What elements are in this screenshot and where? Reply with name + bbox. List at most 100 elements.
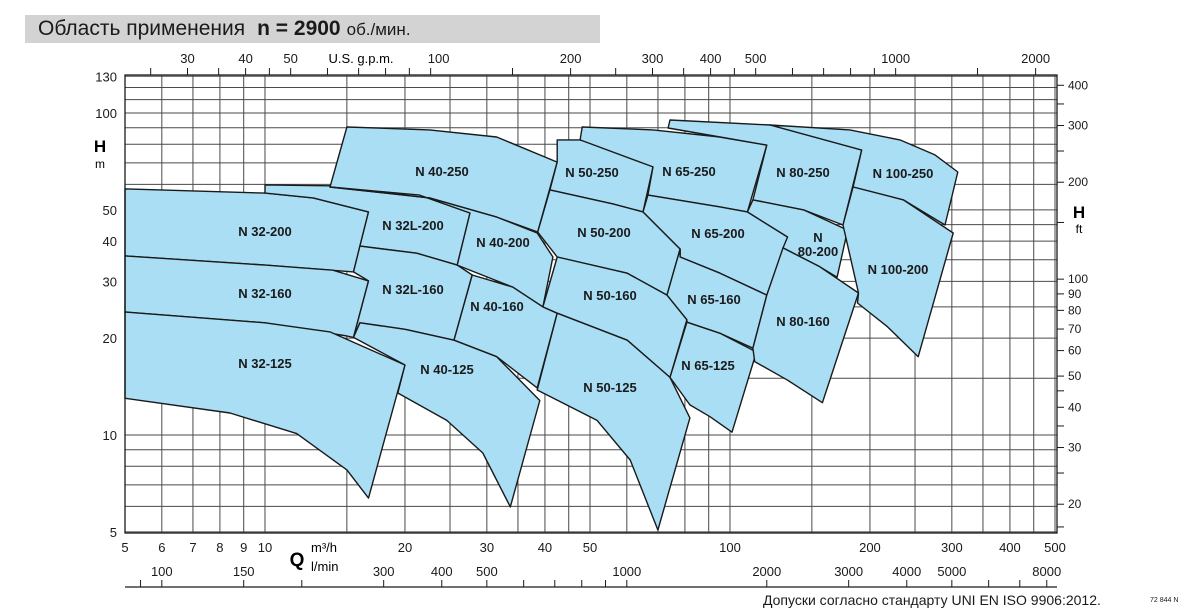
- x-axis-unit-m3h: m³/h: [311, 540, 337, 555]
- y-tick-label-m: 10: [103, 428, 117, 443]
- x-tick-label-lmin: 100: [151, 564, 173, 579]
- region-label: N 50-160: [583, 288, 636, 303]
- y-axis-unit-right: ft: [1076, 222, 1083, 236]
- x-tick-label-lmin: 5000: [937, 564, 966, 579]
- x-tick-label-gpm: 30: [180, 51, 194, 66]
- x-tick-label-m3h: 500: [1044, 540, 1066, 555]
- region-label: N 40-250: [415, 164, 468, 179]
- x-tick-label-gpm: 1000: [881, 51, 910, 66]
- x-tick-label-m3h: 50: [583, 540, 597, 555]
- y-tick-label-ft: 30: [1068, 441, 1082, 455]
- x-tick-label-gpm: 100: [428, 51, 450, 66]
- region-label: N 50-125: [583, 380, 636, 395]
- speed-unit: об./мин.: [346, 20, 411, 39]
- x-tick-label-m3h: 400: [999, 540, 1021, 555]
- x-tick-label-m3h: 8: [216, 540, 223, 555]
- x-axis-unit-lmin: l/min: [311, 559, 338, 574]
- region-label: N 50-200: [577, 225, 630, 240]
- x-tick-label-lmin: 1000: [612, 564, 641, 579]
- title-text: Область применения: [38, 17, 246, 40]
- y-tick-label-ft: 70: [1068, 322, 1082, 336]
- region-label: N 50-250: [565, 165, 618, 180]
- y-tick-label-ft: 200: [1068, 175, 1088, 189]
- y-tick-label-m: 30: [103, 274, 117, 289]
- region-label: N 32-200: [238, 224, 291, 239]
- region-n-32-125: [124, 311, 406, 499]
- region-label: N 40-160: [470, 299, 523, 314]
- region-label: N 32-125: [238, 356, 291, 371]
- y-tick-label-ft: 50: [1068, 369, 1082, 383]
- x-axis-title: Q: [290, 550, 305, 571]
- y-axis-title-right: H: [1073, 203, 1085, 222]
- region-label: N 32L-160: [382, 282, 443, 297]
- y-tick-label-m: 130: [95, 69, 117, 84]
- y-tick-label-ft: 60: [1068, 344, 1082, 358]
- region-label: N 32L-200: [382, 218, 443, 233]
- x-tick-label-m3h: 7: [189, 540, 196, 555]
- x-tick-label-m3h: 5: [121, 540, 128, 555]
- region-n-80-200: [746, 199, 849, 278]
- x-tick-label-m3h: 10: [258, 540, 272, 555]
- x-tick-label-gpm: 400: [700, 51, 722, 66]
- x-tick-label-lmin: 400: [431, 564, 453, 579]
- x-tick-label-gpm: 300: [642, 51, 664, 66]
- speed-value: n = 2900: [257, 17, 341, 40]
- y-tick-label-m: 20: [103, 331, 117, 346]
- y-axis-title-left: H: [94, 137, 106, 156]
- page-title: Область применения n = 2900 об./мин.: [38, 17, 411, 41]
- y-tick-label-ft: 100: [1068, 272, 1088, 286]
- region-label: N 40-200: [476, 235, 529, 250]
- y-tick-label-m: 50: [103, 203, 117, 218]
- x-tick-label-m3h: 20: [398, 540, 412, 555]
- y-axis-unit-left: m: [95, 157, 105, 171]
- drawing-code: 72 844 N: [1150, 597, 1179, 604]
- region-label: N 65-125: [681, 358, 734, 373]
- y-tick-label-ft: 20: [1068, 497, 1082, 511]
- x-tick-label-gpm: 50: [283, 51, 297, 66]
- pump-regions: [124, 119, 959, 531]
- x-tick-label-gpm: 200: [560, 51, 582, 66]
- x-tick-label-lmin: 2000: [752, 564, 781, 579]
- y-tick-label-ft: 80: [1068, 303, 1082, 317]
- region-label: N 80-200: [798, 230, 838, 259]
- x-tick-label-m3h: 100: [719, 540, 741, 555]
- plot-frame: [124, 74, 1058, 534]
- y-tick-label-ft: 40: [1068, 400, 1082, 414]
- x-tick-label-m3h: 300: [941, 540, 963, 555]
- region-label-line: 80-200: [798, 244, 838, 259]
- region-label: N 65-250: [662, 164, 715, 179]
- region-label: N 80-250: [776, 165, 829, 180]
- y-tick-label-ft: 90: [1068, 287, 1082, 301]
- region-n-40-125: [352, 322, 541, 508]
- x-axis-unit-gpm: U.S. g.p.m.: [328, 51, 393, 66]
- x-tick-label-lmin: 3000: [834, 564, 863, 579]
- region-label: N 40-125: [420, 362, 473, 377]
- x-tick-label-lmin: 150: [233, 564, 255, 579]
- x-tick-label-gpm: 40: [238, 51, 252, 66]
- region-n-50-125: [536, 312, 691, 531]
- y-tick-label-m: 40: [103, 234, 117, 249]
- x-tick-label-lmin: 300: [373, 564, 395, 579]
- x-tick-label-gpm: 500: [745, 51, 767, 66]
- region-n-65-125: [669, 321, 758, 433]
- x-tick-label-lmin: 500: [476, 564, 498, 579]
- y-tick-label-ft: 400: [1068, 78, 1088, 92]
- region-label: N 100-200: [868, 262, 929, 277]
- title-bar: Область применения n = 2900 об./мин.: [25, 15, 600, 43]
- x-tick-label-gpm: 2000: [1021, 51, 1050, 66]
- x-tick-label-m3h: 30: [480, 540, 494, 555]
- region-n-100-250: [769, 124, 959, 226]
- x-tick-label-lmin: 4000: [892, 564, 921, 579]
- x-tick-label-m3h: 200: [859, 540, 881, 555]
- tolerance-note: Допуски согласно стандарту UNI EN ISO 99…: [763, 592, 1101, 608]
- region-label: N 65-160: [687, 292, 740, 307]
- region-n-100-200: [842, 186, 954, 358]
- region-labels: N 32-200 N 32-160 N 32-125 N 32L-200 N 32L-1…: [238, 164, 933, 395]
- region-label: N 100-250: [873, 166, 934, 181]
- y-tick-label-m: 100: [95, 106, 117, 121]
- region-label: N 80-160: [776, 314, 829, 329]
- region-label: N 65-200: [691, 226, 744, 241]
- y-tick-label-m: 5: [110, 525, 117, 540]
- x-tick-label-m3h: 6: [158, 540, 165, 555]
